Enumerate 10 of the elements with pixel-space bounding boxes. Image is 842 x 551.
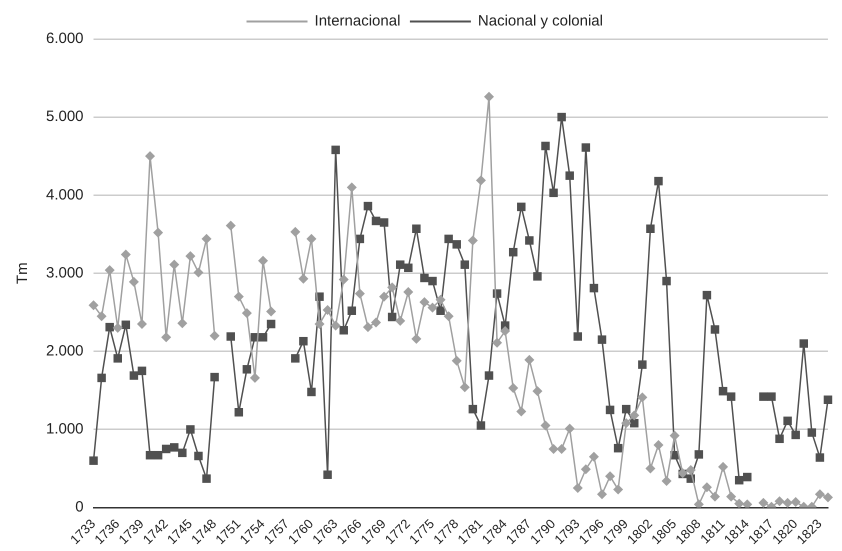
y-tick-label: 6.000 (46, 30, 84, 48)
legend-label: Internacional (314, 12, 400, 30)
y-axis-title: Tm (14, 262, 32, 284)
y-tick-label: 0 (75, 498, 84, 516)
y-tick-label: 5.000 (46, 108, 84, 126)
y-tick-label: 1.000 (46, 420, 84, 438)
y-tick-label: 4.000 (46, 186, 84, 204)
y-tick-label: 2.000 (46, 342, 84, 360)
y-tick-label: 3.000 (46, 264, 84, 282)
legend-label: Nacional y colonial (478, 12, 603, 30)
